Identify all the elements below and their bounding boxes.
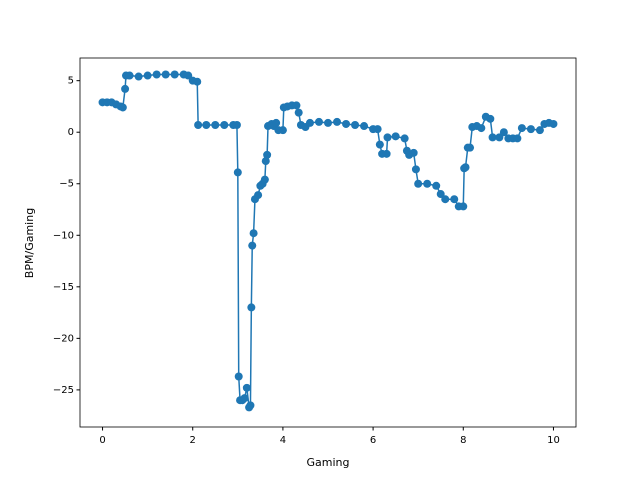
data-point <box>517 124 526 133</box>
data-point <box>143 71 152 80</box>
y-tick-label: 5 <box>68 76 74 87</box>
data-point <box>486 114 495 123</box>
data-point <box>121 84 130 93</box>
data-point <box>382 149 391 158</box>
data-point <box>193 77 202 86</box>
data-point <box>305 118 314 127</box>
data-point <box>414 179 423 188</box>
y-tick-label: 0 <box>68 127 74 138</box>
data-point <box>220 120 229 129</box>
data-point <box>360 122 369 131</box>
data-point <box>202 120 211 129</box>
data-point <box>211 120 220 129</box>
data-point <box>233 168 242 177</box>
data-point <box>242 383 251 392</box>
data-point <box>526 125 535 134</box>
data-point <box>249 229 258 238</box>
plot-frame <box>79 57 577 428</box>
data-point <box>314 117 323 126</box>
data-point <box>125 71 134 80</box>
data-point <box>194 120 203 129</box>
data-point <box>342 119 351 128</box>
data-point <box>272 118 281 127</box>
data-point <box>170 70 179 79</box>
data-point <box>441 195 450 204</box>
data-point <box>423 179 432 188</box>
x-tick-label: 8 <box>460 435 466 446</box>
y-tick-label: −10 <box>53 230 74 241</box>
data-point <box>411 165 420 174</box>
x-tick-label: 0 <box>99 435 105 446</box>
data-point <box>261 157 270 166</box>
y-tick-label: −15 <box>53 282 74 293</box>
data-point <box>260 175 269 184</box>
data-point <box>118 103 127 112</box>
data-point <box>152 70 161 79</box>
data-point <box>184 71 193 80</box>
data-point <box>400 134 409 143</box>
data-point <box>450 195 459 204</box>
data-point <box>254 191 263 200</box>
data-point <box>409 148 418 157</box>
data-point <box>333 117 342 126</box>
data-point <box>459 202 468 211</box>
y-tick-label: −5 <box>59 179 74 190</box>
data-point <box>535 126 544 135</box>
data-point <box>263 150 272 159</box>
data-point <box>436 190 445 199</box>
data-point <box>134 72 143 81</box>
data-point <box>499 128 508 137</box>
data-point <box>432 181 441 190</box>
data-point <box>466 143 475 152</box>
data-point <box>513 134 522 143</box>
data-point <box>488 133 497 142</box>
y-tick-label: −25 <box>53 385 74 396</box>
data-point <box>324 118 332 127</box>
x-tick-label: 6 <box>370 435 376 446</box>
data-point <box>278 126 287 135</box>
data-point <box>294 108 303 117</box>
data-point <box>461 163 470 172</box>
data-point <box>246 401 255 410</box>
data-point <box>549 119 558 128</box>
data-point <box>234 372 243 381</box>
data-point <box>240 394 249 403</box>
x-tick-label: 10 <box>547 435 560 446</box>
data-point <box>383 133 392 142</box>
y-tick-label: −20 <box>53 333 74 344</box>
data-point <box>247 303 256 312</box>
data-point <box>292 101 301 110</box>
data-point <box>232 120 241 129</box>
data-point <box>351 120 360 129</box>
x-tick-label: 4 <box>280 435 286 446</box>
data-point <box>391 132 400 141</box>
data-point <box>161 70 170 79</box>
x-axis-label: Gaming <box>307 456 350 469</box>
y-axis-label: BPM/Gaming <box>23 208 36 278</box>
data-point <box>375 140 384 149</box>
data-point <box>373 125 382 134</box>
data-point <box>495 133 504 142</box>
data-point <box>248 241 257 250</box>
x-tick-label: 2 <box>190 435 196 446</box>
data-point <box>477 124 486 133</box>
